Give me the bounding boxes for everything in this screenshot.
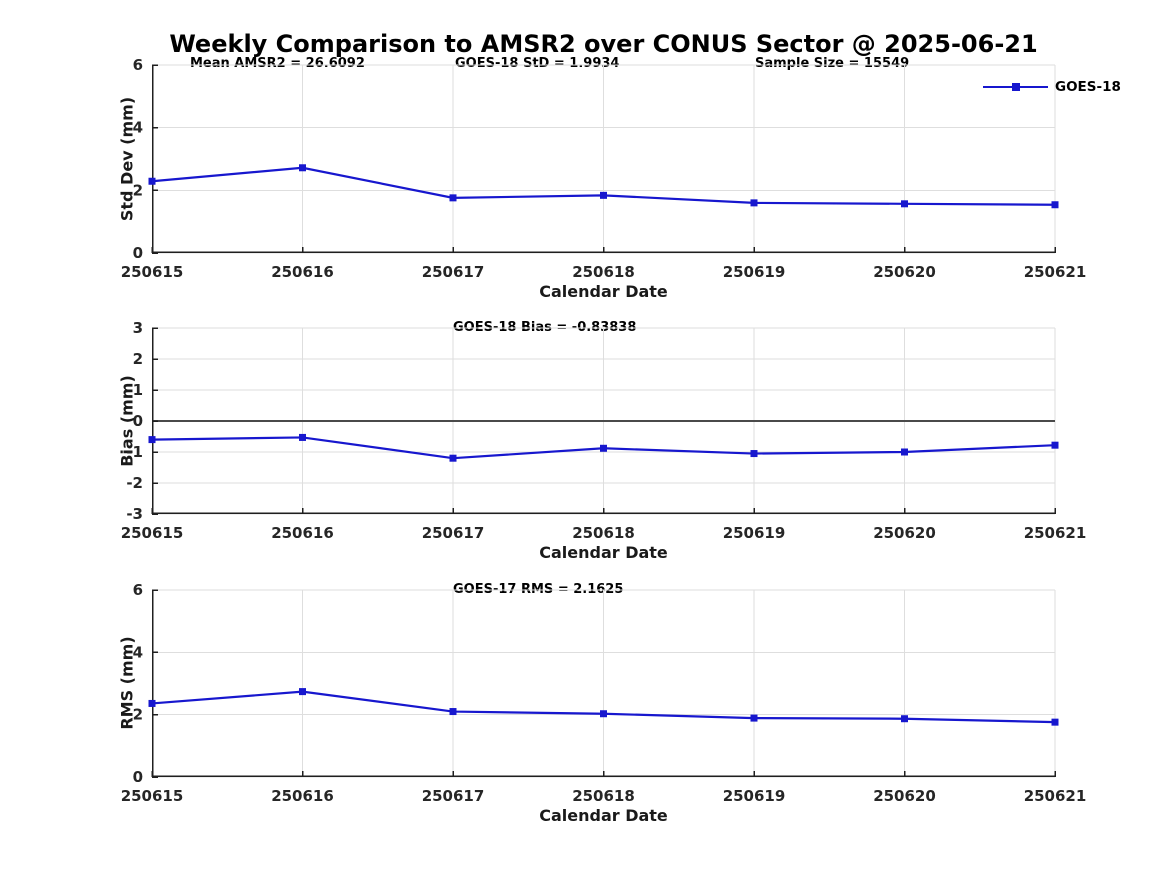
svg-text:250620: 250620	[873, 263, 936, 281]
svg-text:1: 1	[133, 381, 143, 399]
axes	[151, 589, 1056, 778]
rms-plot-area: 250615 250616 250617 250618 250619 250620 2506…	[121, 581, 1087, 825]
svg-text:250620: 250620	[873, 524, 936, 542]
legend-line-sample	[983, 83, 1048, 91]
svg-text:250618: 250618	[572, 263, 635, 281]
svg-text:250621: 250621	[1024, 787, 1087, 805]
annotation-sample-size: Sample Size = 15549	[755, 56, 910, 71]
svg-text:250619: 250619	[723, 787, 786, 805]
svg-text:0: 0	[133, 768, 143, 786]
legend-label: GOES-18	[1055, 79, 1121, 95]
x-axis-label: Calendar Date	[539, 282, 668, 301]
svg-text:6: 6	[133, 581, 143, 599]
svg-text:250618: 250618	[572, 787, 635, 805]
y-tick-labels: -3 -2 -1 0 1 2 3	[126, 319, 143, 523]
x-tick-labels: 250615 250616 250617 250618 250619 250620 2506…	[121, 263, 1087, 281]
svg-text:2: 2	[133, 181, 143, 199]
svg-text:250616: 250616	[271, 524, 334, 542]
figure-title: Weekly Comparison to AMSR2 over CONUS Se…	[169, 30, 1038, 58]
svg-text:250615: 250615	[121, 787, 184, 805]
svg-text:250620: 250620	[873, 787, 936, 805]
svg-text:250621: 250621	[1024, 263, 1087, 281]
x-tick-labels: 250615 250616 250617 250618 250619 250620 2506…	[121, 524, 1087, 542]
x-tick-labels: 250615 250616 250617 250618 250619 250620 2506…	[121, 787, 1087, 805]
legend: GOES-18	[983, 79, 1121, 95]
svg-text:250616: 250616	[271, 787, 334, 805]
gridlines	[152, 64, 1056, 254]
svg-text:250615: 250615	[121, 263, 184, 281]
x-axis-label: Calendar Date	[539, 543, 668, 562]
y-tick-labels: 0 2 4 6	[133, 581, 143, 786]
annotation-mean-amsr2: Mean AMSR2 = 26.6092	[190, 56, 365, 71]
svg-text:-2: -2	[126, 474, 143, 492]
svg-text:250619: 250619	[723, 524, 786, 542]
y-tick-labels: 0 2 4 6	[133, 56, 143, 262]
annotation-goes18-std: GOES-18 StD = 1.9934	[455, 56, 620, 71]
svg-text:250616: 250616	[271, 263, 334, 281]
svg-text:2: 2	[133, 350, 143, 368]
axes	[151, 327, 1056, 515]
svg-text:3: 3	[133, 319, 143, 337]
gridlines	[152, 589, 1056, 778]
x-axis-label: Calendar Date	[539, 806, 668, 825]
y-axis-label-std-dev: Std Dev (mm)	[117, 96, 137, 222]
svg-text:250618: 250618	[572, 524, 635, 542]
svg-text:0: 0	[133, 244, 143, 262]
data-markers	[148, 164, 1059, 209]
svg-text:4: 4	[133, 643, 143, 661]
svg-text:250615: 250615	[121, 524, 184, 542]
data-markers	[148, 688, 1059, 726]
svg-text:250619: 250619	[723, 263, 786, 281]
svg-text:-1: -1	[126, 443, 143, 461]
svg-text:2: 2	[133, 706, 143, 724]
svg-text:250621: 250621	[1024, 524, 1087, 542]
std-dev-plot-area: 250615 250616 250617 250618 250619 250620 2506…	[121, 56, 1087, 301]
axes	[151, 64, 1056, 254]
svg-text:-3: -3	[126, 505, 143, 523]
svg-text:6: 6	[133, 56, 143, 74]
svg-text:250617: 250617	[422, 524, 485, 542]
svg-text:250617: 250617	[422, 263, 485, 281]
svg-text:4: 4	[133, 119, 143, 137]
data-markers	[148, 433, 1059, 462]
svg-text:0: 0	[133, 412, 143, 430]
bias-plot-area: 250615 250616 250617 250618 250619 250620 2506…	[121, 319, 1087, 562]
svg-text:250617: 250617	[422, 787, 485, 805]
legend-marker-icon	[1012, 83, 1020, 91]
